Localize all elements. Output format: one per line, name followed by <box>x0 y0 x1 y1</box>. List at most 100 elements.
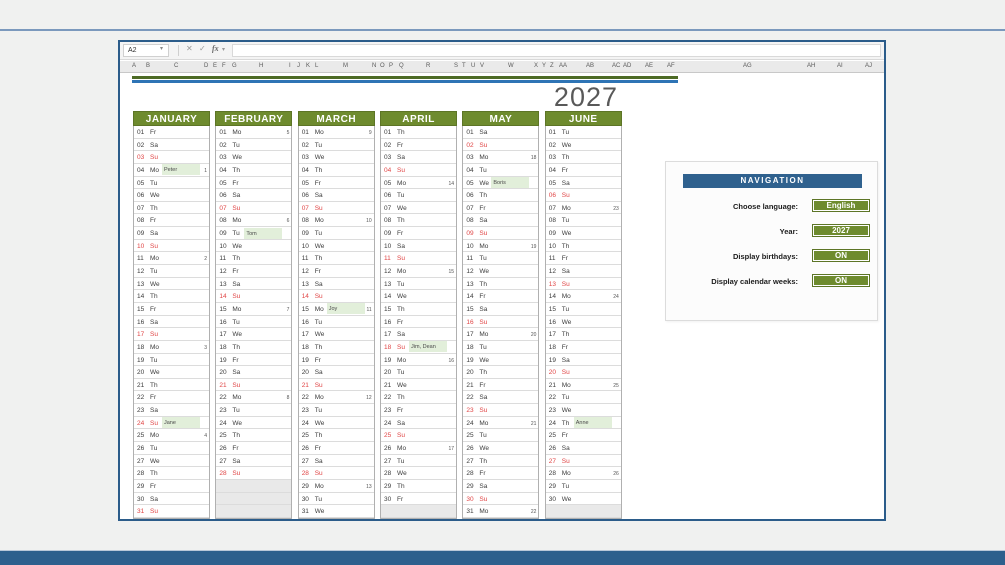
day-cell-february-27[interactable]: 27 Sa <box>216 454 292 468</box>
day-cell-february-24[interactable]: 24 We <box>216 416 292 430</box>
day-cell-june-12[interactable]: 12 Sa <box>545 265 621 278</box>
day-cell-may-22[interactable]: 22 Sa <box>463 391 539 405</box>
day-cell-may-08[interactable]: 08 Sa <box>463 214 539 228</box>
day-cell-may-31[interactable]: 31 Mo 22 <box>463 505 539 518</box>
day-cell-june-08[interactable]: 08 Tu <box>545 214 621 228</box>
sheet-area[interactable]: 2027 JANUARY 01 Fr 02 Sa 03 Su 04 Mo Peter 1 05 Tu 06… <box>120 73 884 519</box>
day-cell-may-02[interactable]: 02 Su <box>463 138 539 152</box>
day-cell-march-28[interactable]: 28 Su <box>298 467 374 480</box>
column-header-Q[interactable]: Q <box>399 63 404 69</box>
day-cell-january-20[interactable]: 20 We <box>134 366 209 379</box>
day-cell-january-17[interactable]: 17 Su <box>134 328 209 341</box>
column-header-Z[interactable]: Z <box>550 63 554 69</box>
day-cell-april-16[interactable]: 16 Fr <box>381 315 457 329</box>
cancel-icon[interactable]: ✕ <box>186 44 193 53</box>
column-header-AE[interactable]: AE <box>645 63 654 69</box>
day-cell-june-16[interactable]: 16 We <box>545 315 621 329</box>
year-button[interactable]: 2027 <box>812 224 870 237</box>
day-cell-march-26[interactable]: 26 Fr <box>298 442 374 455</box>
day-cell-april-25[interactable]: 25 Su <box>381 429 457 443</box>
empty-cell[interactable] <box>545 505 621 518</box>
empty-cell[interactable] <box>216 479 292 493</box>
day-cell-march-24[interactable]: 24 We <box>298 416 374 430</box>
day-cell-january-12[interactable]: 12 Tu <box>134 265 209 278</box>
day-cell-april-01[interactable]: 01 Th <box>381 126 457 139</box>
day-cell-february-23[interactable]: 23 Tu <box>216 404 292 417</box>
day-cell-march-03[interactable]: 03 We <box>298 151 374 164</box>
day-cell-april-19[interactable]: 19 Mo 16 <box>381 353 457 367</box>
day-cell-february-03[interactable]: 03 We <box>216 151 292 164</box>
column-header-I[interactable]: I <box>289 63 291 69</box>
column-header-N[interactable]: N <box>372 63 377 69</box>
day-cell-march-01[interactable]: 01 Mo 9 <box>298 126 374 139</box>
day-cell-april-20[interactable]: 20 Tu <box>381 366 457 379</box>
day-cell-february-20[interactable]: 20 Sa <box>216 366 292 379</box>
day-cell-march-31[interactable]: 31 We <box>298 505 374 518</box>
day-cell-april-14[interactable]: 14 We <box>381 290 457 303</box>
column-header-A[interactable]: A <box>132 63 137 69</box>
day-cell-march-15[interactable]: 15 Mo Joy 11 <box>298 302 374 316</box>
day-cell-march-02[interactable]: 02 Tu <box>298 138 374 152</box>
column-header-J[interactable]: J <box>297 63 300 69</box>
day-cell-february-16[interactable]: 16 Tu <box>216 315 292 329</box>
column-header-M[interactable]: M <box>343 63 348 69</box>
column-header-AH[interactable]: AH <box>807 63 816 69</box>
month-header-february[interactable]: FEBRUARY <box>215 111 293 126</box>
column-header-T[interactable]: T <box>462 63 466 69</box>
month-header-april[interactable]: APRIL <box>380 111 458 126</box>
day-cell-january-18[interactable]: 18 Mo 3 <box>134 340 209 354</box>
day-cell-march-23[interactable]: 23 Tu <box>298 404 374 417</box>
day-cell-june-24[interactable]: 24 Th Anne <box>545 416 621 430</box>
column-header-AC[interactable]: AC <box>612 63 621 69</box>
day-cell-january-05[interactable]: 05 Tu <box>134 176 209 190</box>
day-cell-june-11[interactable]: 11 Fr <box>545 252 621 266</box>
day-cell-may-17[interactable]: 17 Mo 20 <box>463 328 539 341</box>
day-cell-may-23[interactable]: 23 Su <box>463 404 539 417</box>
empty-cell[interactable] <box>216 492 292 506</box>
display-calendar-weeks-button[interactable]: ON <box>812 274 870 287</box>
day-cell-february-21[interactable]: 21 Su <box>216 378 292 392</box>
day-cell-february-13[interactable]: 13 Sa <box>216 277 292 291</box>
day-cell-january-24[interactable]: 24 Su Jane <box>134 416 209 430</box>
day-cell-june-10[interactable]: 10 Th <box>545 239 621 253</box>
day-cell-january-28[interactable]: 28 Th <box>134 467 209 480</box>
column-header-AI[interactable]: AI <box>837 63 843 69</box>
insert-function-icon[interactable]: fx <box>212 44 219 53</box>
day-cell-june-30[interactable]: 30 We <box>545 492 621 506</box>
column-header-K[interactable]: K <box>306 63 311 69</box>
day-cell-february-06[interactable]: 06 Sa <box>216 189 292 202</box>
day-cell-january-04[interactable]: 04 Mo Peter 1 <box>134 163 209 177</box>
column-header-L[interactable]: L <box>315 63 319 69</box>
day-cell-june-05[interactable]: 05 Sa <box>545 176 621 190</box>
display-birthdays-button[interactable]: ON <box>812 249 870 262</box>
column-header-B[interactable]: B <box>146 63 151 69</box>
day-cell-april-15[interactable]: 15 Th <box>381 302 457 316</box>
column-header-G[interactable]: G <box>232 63 237 69</box>
day-cell-february-19[interactable]: 19 Fr <box>216 353 292 367</box>
fx-chevron-icon[interactable]: ▾ <box>222 47 226 53</box>
day-cell-january-31[interactable]: 31 Su <box>134 505 209 518</box>
choose-language-button[interactable]: English <box>812 199 870 212</box>
day-cell-april-06[interactable]: 06 Tu <box>381 189 457 202</box>
column-header-D[interactable]: D <box>204 63 209 69</box>
column-header-V[interactable]: V <box>480 63 485 69</box>
day-cell-february-25[interactable]: 25 Th <box>216 429 292 443</box>
day-cell-january-13[interactable]: 13 We <box>134 277 209 291</box>
empty-cell[interactable] <box>216 505 292 518</box>
day-cell-january-07[interactable]: 07 Th <box>134 201 209 215</box>
day-cell-february-01[interactable]: 01 Mo 5 <box>216 126 292 139</box>
column-header-E[interactable]: E <box>213 63 218 69</box>
day-cell-january-23[interactable]: 23 Sa <box>134 404 209 417</box>
day-cell-february-15[interactable]: 15 Mo 7 <box>216 302 292 316</box>
day-cell-january-11[interactable]: 11 Mo 2 <box>134 252 209 266</box>
column-header-W[interactable]: W <box>508 63 514 69</box>
day-cell-april-24[interactable]: 24 Sa <box>381 416 457 430</box>
day-cell-may-11[interactable]: 11 Tu <box>463 252 539 266</box>
column-header-AD[interactable]: AD <box>623 63 632 69</box>
day-cell-june-18[interactable]: 18 Fr <box>545 340 621 354</box>
day-cell-january-02[interactable]: 02 Sa <box>134 138 209 152</box>
day-cell-april-23[interactable]: 23 Fr <box>381 404 457 417</box>
day-cell-march-20[interactable]: 20 Sa <box>298 366 374 379</box>
day-cell-march-22[interactable]: 22 Mo 12 <box>298 391 374 405</box>
day-cell-april-13[interactable]: 13 Tu <box>381 277 457 291</box>
